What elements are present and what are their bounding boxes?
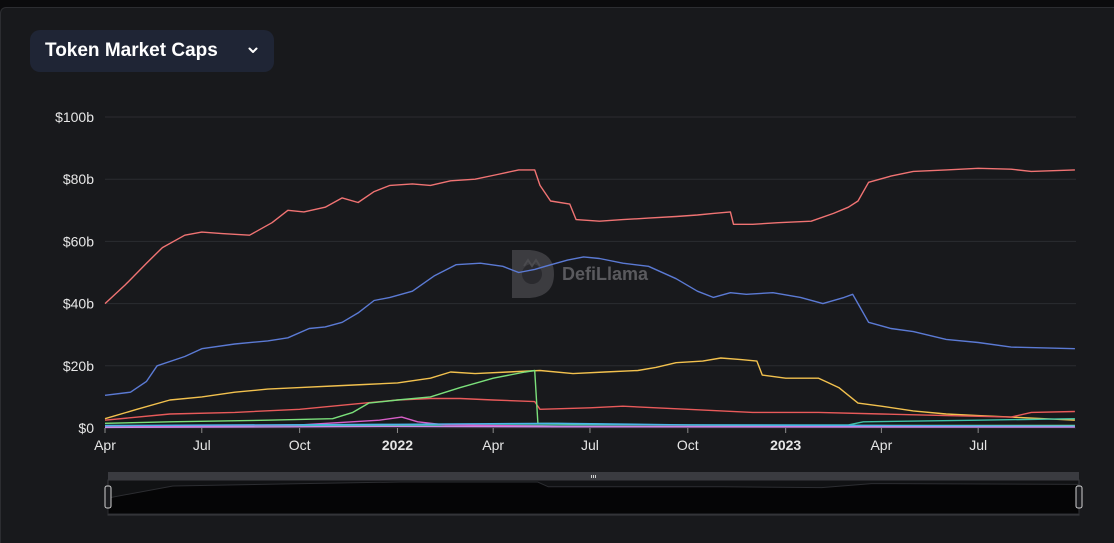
- chart-panel: [0, 7, 1114, 543]
- series-line-8: [104, 422, 1075, 427]
- grid: [105, 116, 1076, 429]
- series-line-5: [104, 369, 1075, 427]
- y-tick-label: $60b: [63, 233, 94, 249]
- series-line-2: [104, 256, 1075, 396]
- chevron-down-icon: [248, 47, 258, 53]
- y-tick-label: $40b: [63, 296, 94, 312]
- y-tick-label: $20b: [63, 358, 94, 374]
- x-tick-label: Oct: [677, 437, 699, 453]
- chart-type-dropdown[interactable]: Token Market Caps: [30, 30, 274, 72]
- slider-right-handle[interactable]: [1075, 485, 1083, 509]
- x-tick-label: 2023: [770, 437, 801, 453]
- defillama-watermark: DefiLlama: [512, 250, 649, 298]
- x-tick-label: Jul: [193, 437, 211, 453]
- series-line-1: [104, 167, 1075, 305]
- y-axis: $0 $20b $40b $60b $80b $100b: [55, 109, 94, 436]
- y-tick-label: $100b: [55, 109, 94, 125]
- dropdown-label: Token Market Caps: [45, 40, 218, 61]
- x-tick-label: Oct: [289, 437, 311, 453]
- llama-logo-icon: [512, 250, 554, 298]
- y-tick-label: $80b: [63, 171, 94, 187]
- x-tick-label: Apr: [94, 437, 116, 453]
- slider-left-handle[interactable]: [104, 485, 112, 509]
- overview-area: [107, 481, 1080, 515]
- x-tick-label: 2022: [382, 437, 413, 453]
- watermark-text: DefiLlama: [562, 264, 649, 284]
- zoom-slider[interactable]: [104, 472, 1083, 516]
- series: [104, 167, 1075, 429]
- x-tick-label: Apr: [870, 437, 892, 453]
- x-tick-label: Jul: [969, 437, 987, 453]
- slider-grip-icon: [591, 475, 596, 478]
- series-line-4: [104, 397, 1075, 421]
- x-axis: Apr Jul Oct 2022 Apr Jul Oct 2023 Apr Jul: [94, 428, 987, 453]
- x-tick-label: Apr: [482, 437, 504, 453]
- series-line-9: [104, 425, 1075, 429]
- x-tick-label: Jul: [581, 437, 599, 453]
- series-line-3: [104, 357, 1075, 421]
- y-tick-label: $0: [78, 420, 94, 436]
